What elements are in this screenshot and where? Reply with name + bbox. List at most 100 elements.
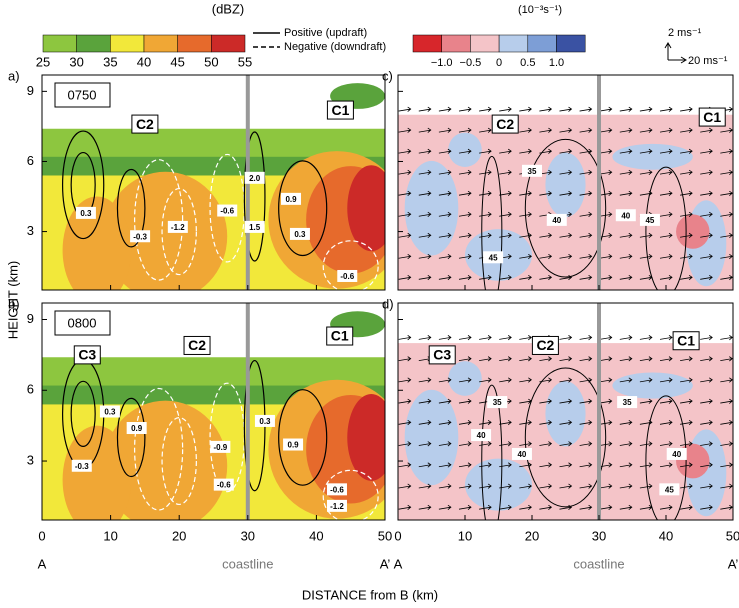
wind-arrow — [599, 335, 613, 341]
wind-arrow — [438, 148, 452, 154]
wind-arrow — [519, 419, 532, 426]
wind-arrow — [499, 148, 512, 154]
wind-arrow — [499, 419, 512, 426]
wind-arrow — [720, 274, 733, 281]
reflectivity-unit: (dBZ) — [212, 1, 245, 16]
wind-arrow — [700, 356, 713, 362]
wind-arrow — [720, 504, 733, 511]
wind-arrow — [499, 274, 512, 281]
wind-arrow — [659, 398, 673, 404]
contour-label-box — [167, 220, 188, 233]
wind-arrow — [539, 462, 553, 468]
wind-arrow — [499, 190, 512, 196]
colorbar-tick-label: 0 — [496, 57, 502, 69]
wind-arrow — [680, 148, 693, 154]
contour-label-box — [71, 459, 92, 472]
contour-label-box — [639, 213, 660, 226]
wind-arrow — [539, 232, 553, 239]
wind-arrow — [418, 462, 432, 468]
colorbar-tick-label: 35 — [103, 54, 117, 69]
colorbar-segment — [110, 34, 145, 53]
wind-arrow — [619, 335, 633, 341]
wind-arrow — [458, 106, 472, 112]
wind-arrow — [559, 398, 573, 404]
wind-arrow — [458, 377, 472, 383]
contour-label: 40 — [552, 216, 561, 225]
cell-box — [698, 107, 726, 127]
panel-frame — [397, 74, 734, 291]
wind-arrow — [639, 106, 653, 112]
colorbar-segment — [412, 34, 442, 53]
wind-arrow — [438, 127, 452, 133]
wind-arrow — [559, 127, 573, 133]
wind-arrow — [720, 441, 733, 447]
wind-arrow — [680, 483, 693, 489]
contour-label: -0.3 — [75, 462, 89, 471]
contour-label: 0.3 — [104, 408, 116, 417]
wind-arrow — [539, 419, 553, 426]
wind-arrow — [720, 253, 733, 260]
wind-arrow — [579, 190, 593, 196]
wind-arrow — [539, 441, 553, 447]
contour — [161, 417, 197, 506]
contour-label-box — [471, 429, 492, 442]
cell-label: C2 — [136, 116, 154, 132]
wind-arrow — [599, 377, 613, 383]
wind-arrow — [418, 274, 432, 281]
divergence-field — [676, 214, 710, 249]
wind-arrow — [458, 232, 472, 239]
wind-arrow — [680, 398, 693, 404]
colorbar-segment — [441, 34, 471, 53]
wind-arrow — [659, 504, 673, 511]
wind-arrow — [519, 253, 532, 260]
wind-arrow — [599, 148, 613, 154]
contour — [481, 155, 503, 290]
x-tick-label: 20 — [525, 528, 539, 543]
contour-label-box — [337, 269, 358, 282]
cell-box — [326, 100, 354, 120]
wind-arrow — [559, 504, 573, 511]
wind-arrow — [499, 169, 512, 175]
panel-frame — [41, 74, 386, 291]
field — [398, 303, 733, 520]
wind-arrow — [579, 253, 593, 260]
cell-label: C1 — [677, 332, 695, 348]
wind-arrow — [458, 335, 472, 341]
wind-arrow — [479, 106, 492, 112]
contour — [243, 131, 266, 262]
wind-arrow — [619, 274, 633, 281]
contour-label-box — [666, 447, 687, 460]
wind-arrow — [599, 253, 613, 260]
contour — [645, 166, 687, 290]
section-end: A’ — [728, 556, 739, 571]
wind-arrow — [479, 127, 492, 133]
wind-arrow — [720, 377, 733, 383]
x-tick-label: 30 — [241, 528, 255, 543]
cell-box — [672, 331, 700, 351]
panels: 25 30 35 40 45 50 55 −1.0 −0.5 0 0.5 1.0a)0750C2C10… — [8, 34, 739, 571]
wind-arrow — [720, 356, 733, 362]
colorbar-tick-label: 0.5 — [520, 57, 535, 69]
vector-scale-horizontal: 20 ms⁻¹ — [688, 55, 728, 67]
contour-label-box — [213, 478, 234, 491]
contour-label: -0.3 — [133, 232, 147, 241]
wind-arrow — [579, 419, 593, 426]
wind-arrow — [619, 419, 633, 426]
wind-arrow — [559, 377, 573, 383]
contour-label: 0.9 — [285, 195, 297, 204]
wind-arrow — [559, 148, 573, 154]
vector-scale-vertical: 2 ms⁻¹ — [668, 27, 702, 39]
wind-arrow — [418, 377, 432, 383]
contour — [278, 160, 328, 257]
wind-arrow — [499, 232, 512, 239]
wind-arrow — [398, 127, 412, 133]
contour — [161, 187, 197, 276]
wind-arrow — [639, 127, 653, 133]
x-tick-label: 10 — [458, 528, 472, 543]
wind-arrow — [559, 462, 573, 468]
wind-arrow — [458, 274, 472, 281]
wind-arrow — [458, 253, 472, 260]
section-start: A — [394, 556, 403, 571]
panel-label: a) — [8, 68, 20, 83]
